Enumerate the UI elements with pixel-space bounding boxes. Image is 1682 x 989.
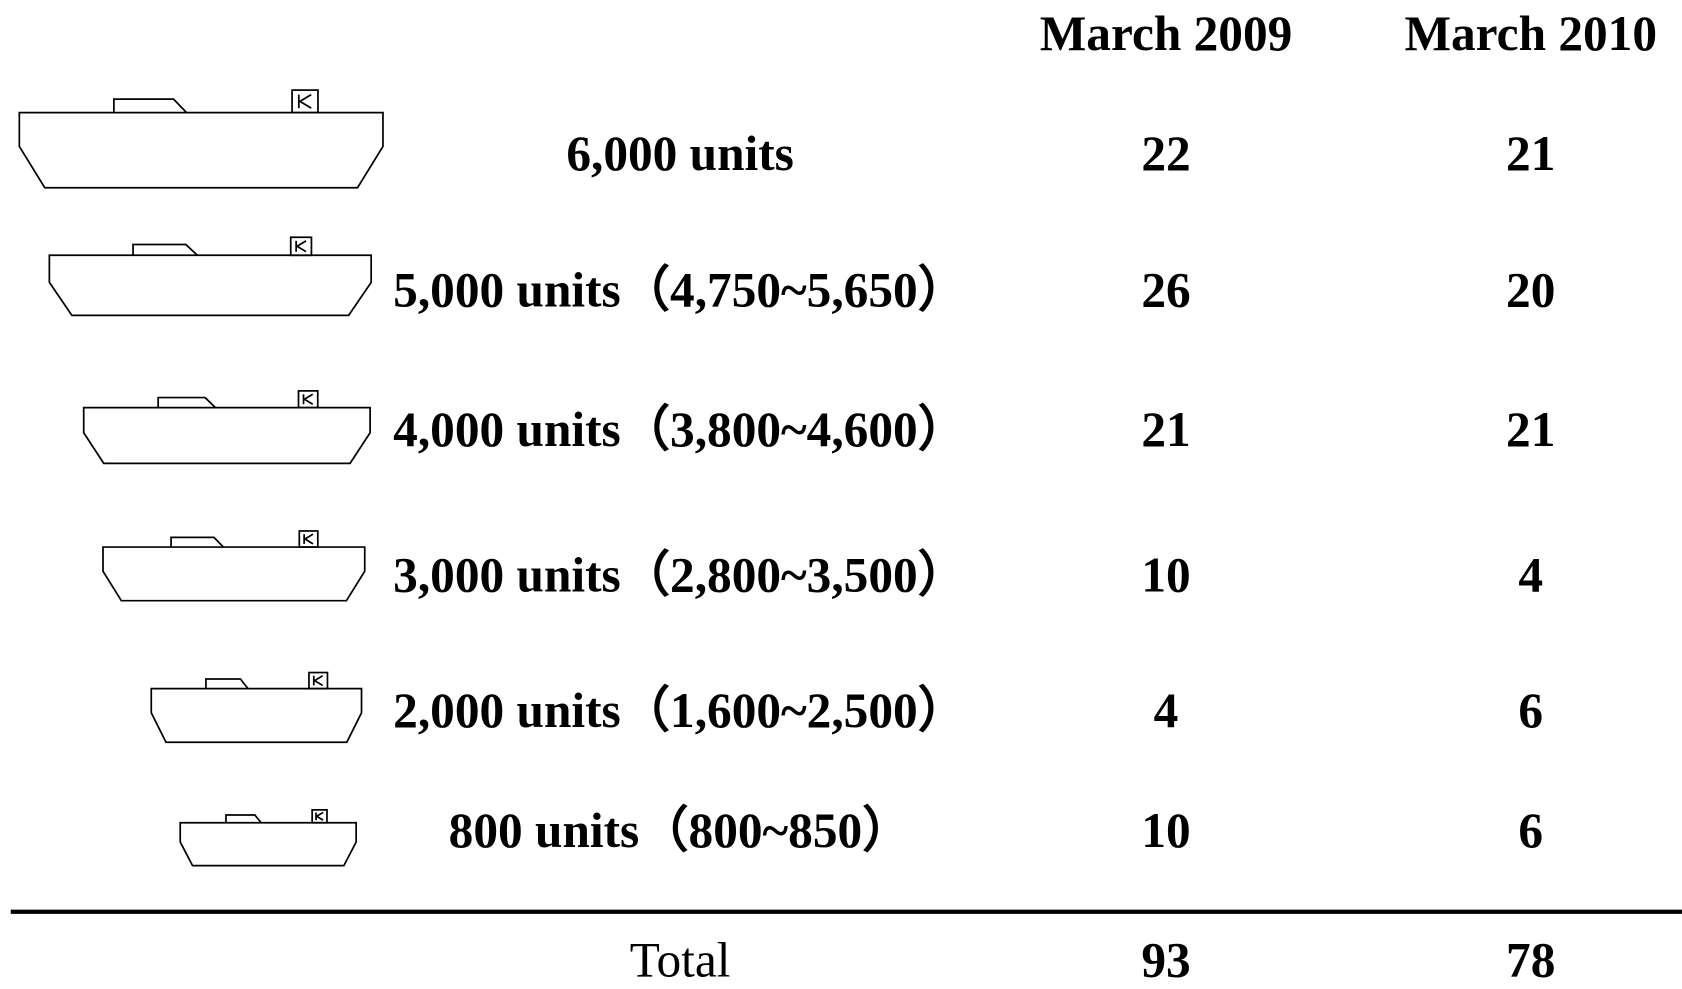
ship-funnel-mark <box>315 811 324 821</box>
ship-hull <box>18 111 384 189</box>
cell-value: 21 <box>1141 402 1190 457</box>
row-label: 800 units（800~850） <box>449 803 912 858</box>
row-label: 6,000 units <box>566 126 794 181</box>
cell-value: 22 <box>1141 126 1190 181</box>
ship-hull <box>150 687 363 744</box>
cell-value: 21 <box>1506 126 1555 181</box>
cell-value: 10 <box>1141 803 1190 858</box>
ship-funnel <box>308 671 329 690</box>
ship-funnel-mark <box>295 240 307 253</box>
ship-funnel-mark <box>302 393 314 406</box>
ship-deckhouse <box>157 396 217 409</box>
total-label: Total <box>630 933 731 988</box>
ship-deckhouse <box>205 678 249 690</box>
row-label: 2,000 units（1,600~2,500） <box>393 683 967 738</box>
ship-funnel <box>311 809 328 824</box>
cell-value: 6 <box>1518 683 1543 738</box>
row-label: 3,000 units（2,800~3,500） <box>393 548 967 603</box>
ship-icons <box>18 89 384 867</box>
row-label: 4,000 units（3,800~4,600） <box>393 402 967 457</box>
ship-deckhouse <box>113 98 188 114</box>
ship-funnel-mark <box>312 675 324 687</box>
cell-value: 4 <box>1518 548 1543 603</box>
ship-deckhouse <box>132 243 198 256</box>
ship-funnel <box>291 89 319 114</box>
total-value: 93 <box>1141 933 1190 988</box>
cell-value: 20 <box>1506 262 1555 317</box>
ship-hull <box>48 254 373 317</box>
cell-value: 4 <box>1154 683 1179 738</box>
ship-funnel <box>297 390 319 409</box>
total-value: 78 <box>1506 933 1555 988</box>
ship-hull <box>179 821 358 867</box>
ship-deckhouse <box>225 814 262 824</box>
column-header: March 2009 <box>1040 6 1293 61</box>
cell-value: 10 <box>1141 548 1190 603</box>
ship-funnel-mark <box>297 93 312 109</box>
ship-deckhouse <box>170 536 225 548</box>
cell-value: 26 <box>1141 262 1190 317</box>
ship-hull <box>102 546 366 602</box>
ship-funnel <box>289 236 313 257</box>
ship-hull <box>82 406 371 465</box>
ship-funnel-mark <box>303 533 314 545</box>
column-header: March 2010 <box>1404 6 1657 61</box>
cell-value: 6 <box>1518 803 1543 858</box>
ship-funnel <box>298 530 319 548</box>
cell-value: 21 <box>1506 402 1555 457</box>
row-label: 5,000 units（4,750~5,650） <box>393 262 967 317</box>
